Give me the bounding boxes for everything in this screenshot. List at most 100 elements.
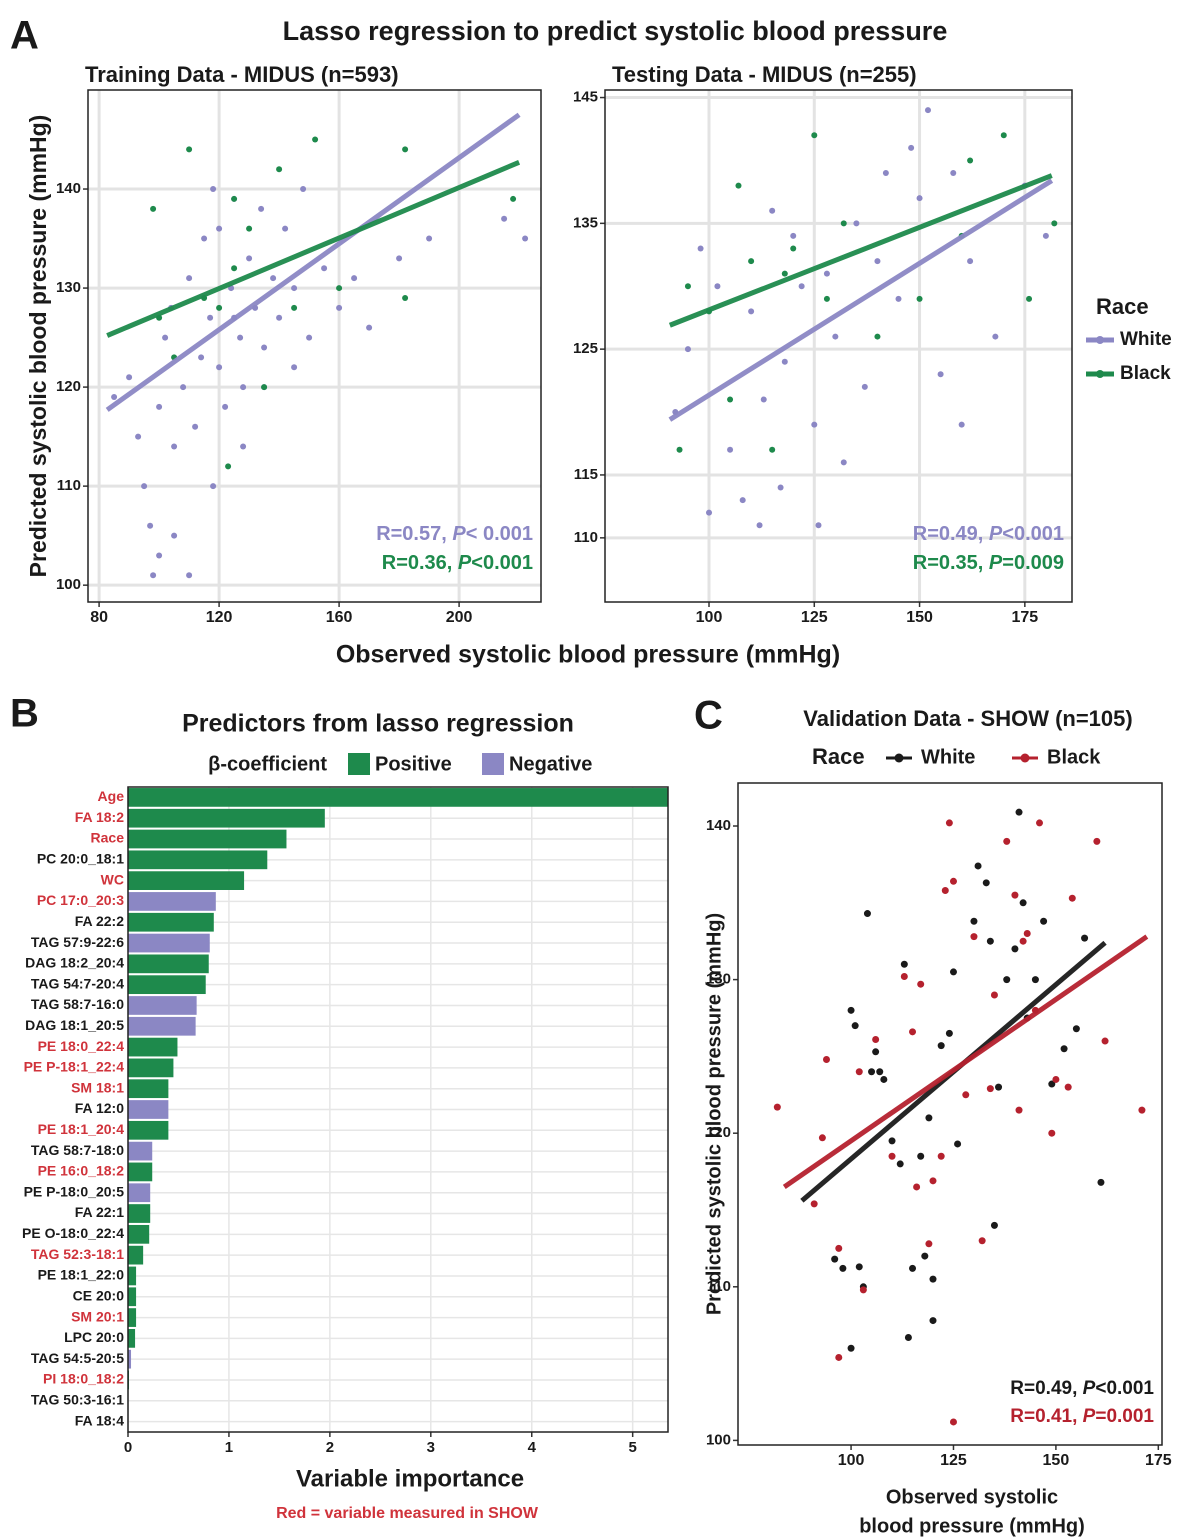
plot-background xyxy=(738,783,1162,1445)
category-label: PE 18:1_22:0 xyxy=(38,1267,125,1283)
x-tick-label: 0 xyxy=(124,1439,132,1456)
point xyxy=(790,245,797,252)
x-tick-label: 200 xyxy=(446,609,473,626)
bar xyxy=(128,1079,169,1099)
point xyxy=(684,283,691,290)
point xyxy=(1097,1178,1105,1186)
point xyxy=(831,1255,839,1263)
point xyxy=(904,1333,912,1341)
category-label: DAG 18:1_20:5 xyxy=(25,1017,124,1033)
point xyxy=(180,384,187,391)
point xyxy=(1031,976,1039,984)
point xyxy=(501,215,508,222)
x-tick-label: 125 xyxy=(801,609,828,626)
y-tick-label: 110 xyxy=(707,1278,731,1295)
category-label: Race xyxy=(91,830,125,846)
point xyxy=(970,917,978,925)
panel-label: B xyxy=(10,692,39,736)
bar xyxy=(128,1162,153,1182)
stat-annotation: R=0.49, P<0.001 xyxy=(1010,1378,1154,1399)
point xyxy=(1048,1129,1056,1137)
chart-title: Training Data - MIDUS (n=593) xyxy=(85,62,399,87)
point xyxy=(781,270,788,277)
category-label: TAG 54:5-20:5 xyxy=(31,1350,124,1366)
point xyxy=(949,1418,957,1426)
point xyxy=(735,182,742,189)
point xyxy=(921,1252,929,1260)
point xyxy=(150,205,157,212)
category-label: PC 20:0_18:1 xyxy=(37,851,124,867)
plot-frame xyxy=(604,89,1073,603)
bar xyxy=(128,1329,136,1348)
point xyxy=(1060,1045,1068,1053)
point xyxy=(727,446,734,453)
point xyxy=(929,1275,937,1283)
point xyxy=(855,1068,863,1076)
point xyxy=(1023,930,1031,938)
point xyxy=(150,572,157,579)
point xyxy=(880,1075,888,1083)
legend-label: White xyxy=(921,746,975,768)
category-label: PE O-18:0_22:4 xyxy=(22,1225,124,1241)
point xyxy=(1036,819,1044,827)
category-label: Age xyxy=(98,788,125,804)
point xyxy=(811,132,818,139)
point xyxy=(240,384,247,391)
x-tick-label: 3 xyxy=(427,1439,435,1456)
point xyxy=(925,1114,933,1122)
plot-background xyxy=(88,90,541,602)
point xyxy=(141,483,148,490)
bar xyxy=(128,1120,169,1140)
point xyxy=(261,384,268,391)
note: Red = variable measured in SHOW xyxy=(276,1505,539,1522)
bar xyxy=(128,1016,196,1036)
legend-key xyxy=(348,753,370,775)
point xyxy=(937,1042,945,1050)
point xyxy=(1064,1083,1072,1091)
point xyxy=(1093,837,1101,845)
point xyxy=(847,1006,855,1014)
bar xyxy=(128,1037,178,1057)
point xyxy=(1003,837,1011,845)
point xyxy=(945,1029,953,1037)
category-label: SM 20:1 xyxy=(71,1308,124,1324)
point xyxy=(156,403,163,410)
y-tick-label: 120 xyxy=(706,1124,731,1141)
point xyxy=(847,1344,855,1352)
y-tick-label: 125 xyxy=(573,340,598,357)
point xyxy=(1068,894,1076,902)
y-axis-label: Predicted systolic blood pressure (mmHg) xyxy=(25,115,51,578)
point xyxy=(974,862,982,870)
legend-label: Black xyxy=(1047,746,1101,768)
stat-annotation: R=0.57, P< 0.001 xyxy=(376,523,533,545)
point xyxy=(861,383,868,390)
y-tick-label: 110 xyxy=(57,477,81,494)
point xyxy=(835,1353,843,1361)
point xyxy=(815,522,822,529)
point xyxy=(222,403,229,410)
point xyxy=(186,146,193,153)
point xyxy=(201,235,208,242)
x-tick-label: 160 xyxy=(326,609,353,626)
category-label: PC 17:0_20:3 xyxy=(37,892,124,908)
bar xyxy=(128,1058,174,1078)
bar xyxy=(128,1287,137,1307)
point xyxy=(231,195,238,202)
fit-line xyxy=(668,178,1054,422)
category-label: WC xyxy=(101,871,124,887)
point xyxy=(426,235,433,242)
bar xyxy=(128,788,668,807)
category-label: CE 20:0 xyxy=(73,1287,125,1303)
point xyxy=(748,308,755,315)
point xyxy=(937,1152,945,1160)
fit-line xyxy=(782,934,1149,1190)
category-label: FA 18:2 xyxy=(75,809,124,825)
point xyxy=(832,333,839,340)
bar xyxy=(128,1245,144,1265)
legend-title: Race xyxy=(1096,294,1149,319)
point xyxy=(916,195,923,202)
bar xyxy=(128,954,209,974)
point xyxy=(900,960,908,968)
point xyxy=(522,235,529,242)
